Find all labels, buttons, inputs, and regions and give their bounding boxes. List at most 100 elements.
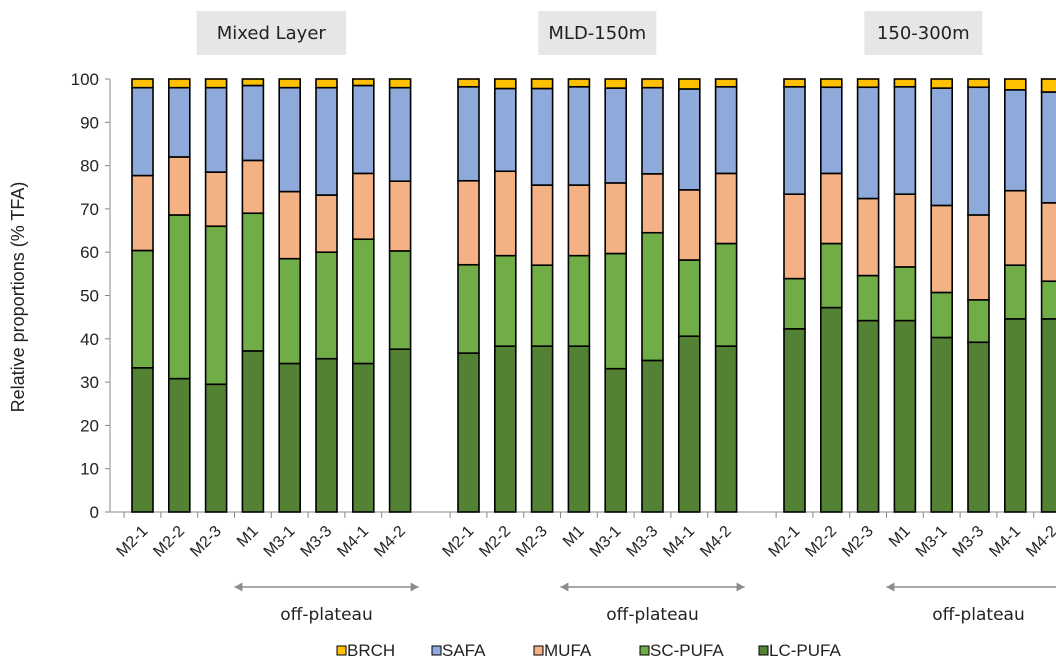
panel-title: Mixed Layer <box>217 23 327 44</box>
bar-segment-brch <box>967 78 990 89</box>
bar-segment-mufa <box>967 214 990 301</box>
bar-segment-brch <box>168 78 191 89</box>
legend-label-brch: BRCH <box>347 641 395 660</box>
bar-segment-sc-pufa <box>783 277 806 330</box>
bar-segment-mufa <box>714 172 738 245</box>
bar-segment-lc-pufa <box>351 362 375 513</box>
legend-swatch-mufa <box>533 645 544 656</box>
bar-segment-sc-pufa <box>567 254 591 347</box>
bar-segment-mufa <box>567 184 591 257</box>
bar-segment-safa <box>493 87 517 173</box>
bar-segment-safa <box>783 85 806 195</box>
bar-segment-safa <box>567 85 591 186</box>
bar-segment-sc-pufa <box>856 274 880 322</box>
panel-title: 150-300m <box>877 23 970 44</box>
bar-segment-brch <box>278 78 302 89</box>
bar-segment-lc-pufa <box>168 377 191 513</box>
bar-segment-mufa <box>168 156 191 216</box>
bar-segment-sc-pufa <box>388 250 412 350</box>
x-tick-label: M1 <box>886 523 914 551</box>
bar-segment-lc-pufa <box>1003 318 1027 513</box>
bar-segment-safa <box>168 86 191 158</box>
x-tick-label: M4-2 <box>1023 523 1056 561</box>
bar-segment-lc-pufa <box>457 352 480 513</box>
bar-segment-mufa <box>819 172 843 245</box>
bar-segment-lc-pufa <box>783 328 806 513</box>
bar-segment-lc-pufa <box>893 319 917 513</box>
bar-segment-lc-pufa <box>641 359 664 513</box>
bar-segment-brch <box>604 78 628 89</box>
bar-segment-lc-pufa <box>604 367 628 513</box>
x-tick-label: M2-3 <box>187 523 225 561</box>
bar-segment-brch <box>388 78 412 89</box>
bar-segment-lc-pufa <box>819 306 843 513</box>
bar-segment-sc-pufa <box>315 251 338 360</box>
bar-segment-sc-pufa <box>641 231 664 362</box>
bar-segment-sc-pufa <box>1040 280 1056 320</box>
bar-segment-lc-pufa <box>388 348 412 513</box>
bar-segment-safa <box>278 86 302 193</box>
bar-segment-brch <box>567 78 591 88</box>
y-tick-label: 40 <box>80 330 99 349</box>
bar-segment-sc-pufa <box>530 264 554 347</box>
x-tick-label: M4-1 <box>334 523 372 561</box>
bar-segment-sc-pufa <box>819 242 843 309</box>
bar-segment-mufa <box>457 179 480 266</box>
off-plateau-label: off-plateau <box>280 605 373 625</box>
bar-segment-safa <box>1003 89 1027 192</box>
bar-segment-safa <box>241 84 265 162</box>
y-axis-label: Relative proportions (% TFA) <box>8 182 28 413</box>
bar-segment-sc-pufa <box>677 259 701 338</box>
bar-segment-sc-pufa <box>967 299 990 344</box>
bar-segment-sc-pufa <box>604 252 628 370</box>
bar-segment-sc-pufa <box>457 263 480 354</box>
bar-segment-mufa <box>388 180 412 252</box>
x-tick-label: M4-1 <box>660 523 698 561</box>
x-tick-label: M3-3 <box>298 523 336 561</box>
bar-segment-lc-pufa <box>315 357 338 513</box>
legend-swatch-lc-pufa <box>758 645 769 656</box>
bars <box>131 78 1056 513</box>
x-tick-label: M4-1 <box>986 523 1024 561</box>
bar-segment-mufa <box>241 159 265 215</box>
panel-title-box <box>196 11 347 55</box>
panel-title-box <box>538 11 657 55</box>
bar-segment-sc-pufa <box>241 212 265 352</box>
y-tick-label: 50 <box>80 287 99 306</box>
bar-segment-safa <box>131 86 154 177</box>
panel-title-box <box>864 11 983 55</box>
bar-segment-mufa <box>315 194 338 254</box>
bar-segment-mufa <box>351 172 375 241</box>
x-tick-label: M4-2 <box>371 523 409 561</box>
x-tick-label: M2-2 <box>476 523 514 561</box>
bar-segment-brch <box>204 78 228 89</box>
arrow-head-right <box>736 582 745 592</box>
bar-segment-brch <box>351 78 375 87</box>
bar-segment-safa <box>604 87 628 184</box>
bar-segment-mufa <box>604 182 628 255</box>
bar-segment-lc-pufa <box>131 367 154 513</box>
x-tick-label: M2-1 <box>766 523 804 561</box>
arrow-head-right <box>410 582 419 592</box>
bar-segment-sc-pufa <box>351 238 375 365</box>
y-tick-label: 90 <box>80 113 99 132</box>
bar-segment-safa <box>893 85 917 195</box>
bar-segment-mufa <box>530 184 554 266</box>
legend-label-sc-pufa: SC-PUFA <box>650 641 724 660</box>
bar-segment-safa <box>351 84 375 175</box>
bar-segment-safa <box>457 85 480 182</box>
legend-swatch-brch <box>336 645 347 656</box>
bar-segment-lc-pufa <box>204 383 228 513</box>
bar-segment-lc-pufa <box>967 341 990 513</box>
bar-segment-sc-pufa <box>204 225 228 386</box>
bar-segment-sc-pufa <box>1003 264 1027 320</box>
x-tick-label: M2-2 <box>802 523 840 561</box>
y-tick-label: 10 <box>80 460 99 479</box>
x-tick-label: M2-1 <box>114 523 152 561</box>
bar-segment-safa <box>204 86 228 173</box>
off-plateau-label: off-plateau <box>932 605 1025 625</box>
y-tick-label: 80 <box>80 157 99 176</box>
bar-segment-sc-pufa <box>714 242 738 347</box>
bar-segment-mufa <box>783 193 806 280</box>
